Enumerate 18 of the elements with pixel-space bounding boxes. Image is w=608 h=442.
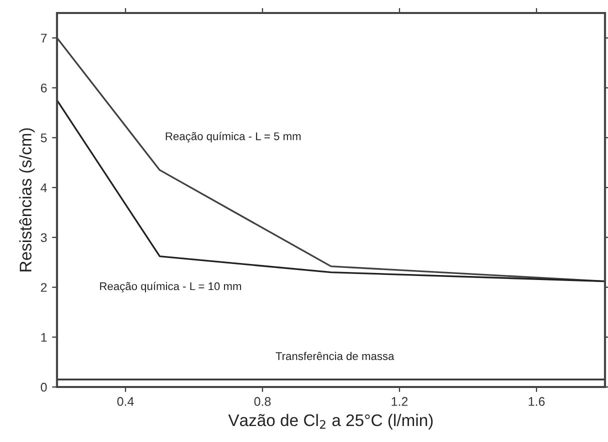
y-tick-label: 0 xyxy=(40,382,47,392)
y-tick-label: 7 xyxy=(40,34,47,42)
line-series xyxy=(57,99,605,282)
x-tick-label: 1.6 xyxy=(528,397,545,406)
y-tick-label: 1 xyxy=(41,333,47,342)
x-tick-label: 0.4 xyxy=(117,397,134,406)
y-tick-label: 4 xyxy=(40,183,47,192)
x-tick-label: 0.8 xyxy=(254,397,271,406)
y-tick-label: 5 xyxy=(40,134,47,142)
x-tick-label: 1.2 xyxy=(392,397,408,406)
y-tick-label: 2 xyxy=(40,283,47,292)
annotation: Reação química - L = 10 mm xyxy=(100,282,242,292)
x-axis-title: Vazão de Cl$_{2}$ a 25°C (l/min) xyxy=(228,414,433,430)
y-axis-title: Resistências (s/cm) xyxy=(19,128,35,272)
y-tick-label: 3 xyxy=(40,233,47,242)
annotation: Reação química - L = 5 mm xyxy=(166,132,301,142)
annotation: Transferência de massa xyxy=(276,352,394,360)
y-tick-label: 6 xyxy=(40,84,47,92)
